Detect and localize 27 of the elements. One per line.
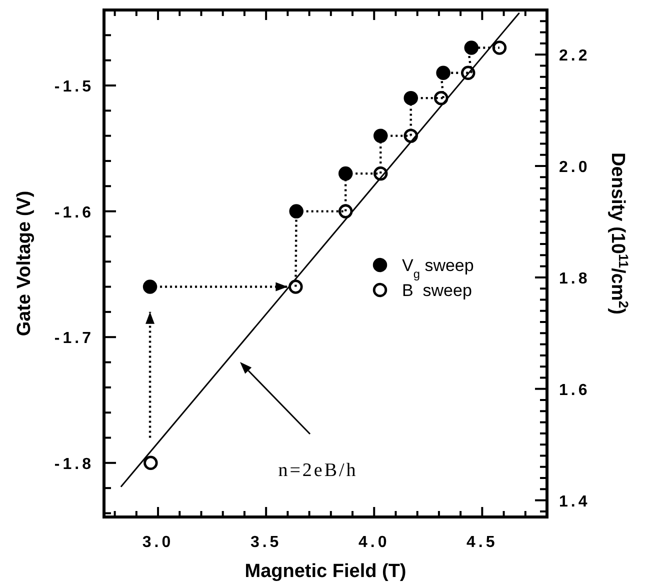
y-tick-label: -1.5: [54, 78, 94, 96]
point: [144, 456, 158, 470]
point: [338, 166, 353, 181]
x-axis-title: Magnetic Field (T): [244, 561, 406, 582]
y2-tick-label: 1.6: [559, 382, 590, 399]
y2-tick-label: 2.2: [559, 48, 590, 65]
x-tick-label: 4.5: [466, 534, 498, 551]
legend-label: V$_{g}$ sweep: [402, 256, 474, 281]
point: [373, 128, 388, 143]
y-tick-label: -1.8: [54, 456, 94, 473]
y2-tick-label: 1.8: [559, 270, 590, 288]
point: [436, 66, 450, 80]
point: [289, 204, 304, 218]
legend-label: B sweep: [402, 281, 472, 300]
y-axis-title: Gate Voltage (V): [14, 190, 35, 336]
y-tick-label: -1.7: [54, 330, 94, 348]
annotation: n=2eB/h: [278, 460, 358, 481]
x-tick-label: 3.5: [250, 534, 282, 551]
point: [404, 90, 418, 106]
y-tick-label: -1.6: [54, 204, 94, 222]
y2-tick-label: 1.4: [559, 493, 590, 510]
y2-tick-label: 2.0: [559, 159, 590, 176]
point: [492, 40, 507, 55]
x-tick-label: 3.0: [142, 534, 174, 551]
x-tick-label: 4.0: [358, 534, 390, 551]
point: [464, 40, 478, 55]
point: [142, 280, 158, 294]
